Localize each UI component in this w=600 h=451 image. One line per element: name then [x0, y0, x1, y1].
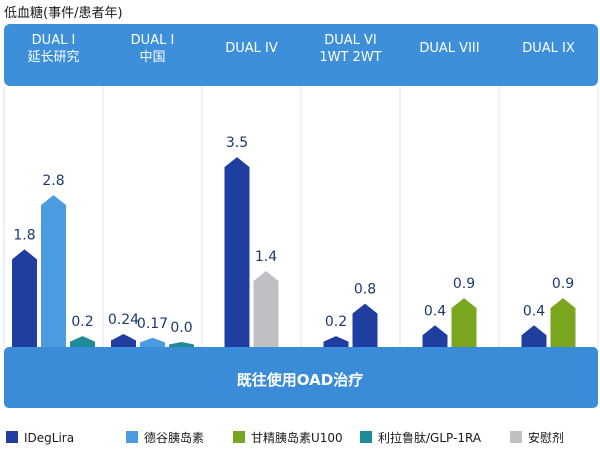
bar: [41, 195, 66, 347]
data-label: 1.8: [13, 227, 35, 243]
trial-header-label: DUAL I: [32, 33, 76, 48]
data-label: 0.9: [453, 276, 475, 292]
trial-header-label: DUAL IV: [225, 41, 278, 56]
trial-header-label: 1WT 2WT: [319, 50, 381, 65]
data-label: 0.0: [170, 320, 192, 336]
bar: [550, 298, 576, 347]
trial-header-label: DUAL IX: [522, 41, 575, 56]
trial-header-label: DUAL VI: [324, 33, 377, 48]
bar: [323, 336, 349, 347]
bar: [451, 298, 477, 347]
bar: [224, 157, 250, 347]
data-label: 0.9: [552, 276, 574, 292]
bar: [12, 249, 37, 347]
data-label: 0.4: [523, 303, 545, 319]
trial-header-label: 延长研究: [27, 50, 79, 65]
legend-label: 利拉鲁肽/GLP-1RA: [378, 430, 482, 445]
legend-swatch: [126, 431, 138, 443]
legend-label: 安慰剂: [528, 430, 564, 445]
bar: [70, 336, 95, 347]
baseline-band: 既往使用OAD治疗: [4, 347, 598, 408]
bar-marks: 1.8 2.8 0.2 0.240.17 0.0 3.5 1.4 0.2 0.8 0.4 0.9 0.…: [12, 135, 576, 347]
data-label: 0.4: [424, 303, 446, 319]
trial-header-label: DUAL VIII: [419, 41, 479, 56]
bar: [253, 271, 279, 347]
data-label: 0.2: [71, 314, 93, 330]
data-label: 1.4: [255, 249, 277, 265]
trial-header-label: DUAL I: [131, 33, 175, 48]
data-label: 2.8: [42, 173, 64, 189]
data-label: 3.5: [226, 135, 248, 151]
legend-swatch: [233, 431, 245, 443]
column-dividers: [3, 86, 599, 347]
data-label: 0.8: [354, 282, 376, 298]
data-label: 0.24: [108, 312, 139, 328]
bar: [422, 325, 448, 347]
legend-label: 甘精胰岛素U100: [251, 430, 343, 445]
trial-header-label: 中国: [139, 50, 165, 65]
baseline-band-background: [4, 347, 598, 408]
y-axis-label: 低血糖(事件/患者年): [4, 5, 123, 21]
legend: IDegLira 德谷胰岛素 甘精胰岛素U100 利拉鲁肽/GLP-1RA 安慰剂: [6, 430, 564, 445]
legend-swatch: [510, 431, 522, 443]
bar: [521, 325, 547, 347]
legend-label: IDegLira: [24, 431, 74, 445]
baseline-label: 既往使用OAD治疗: [237, 371, 363, 389]
bar: [140, 337, 165, 347]
trial-header-band: DUAL I 延长研究 DUAL I 中国 DUAL IV DUAL VI 1WT 2WT D…: [4, 24, 598, 86]
data-label: 0.17: [137, 316, 168, 332]
legend-label: 德谷胰岛素: [144, 430, 204, 445]
legend-swatch: [360, 431, 372, 443]
data-label: 0.2: [325, 314, 347, 330]
bar: [169, 342, 194, 347]
bar: [352, 303, 378, 347]
bar: [111, 333, 136, 347]
legend-swatch: [6, 431, 18, 443]
header-background: [4, 24, 598, 86]
